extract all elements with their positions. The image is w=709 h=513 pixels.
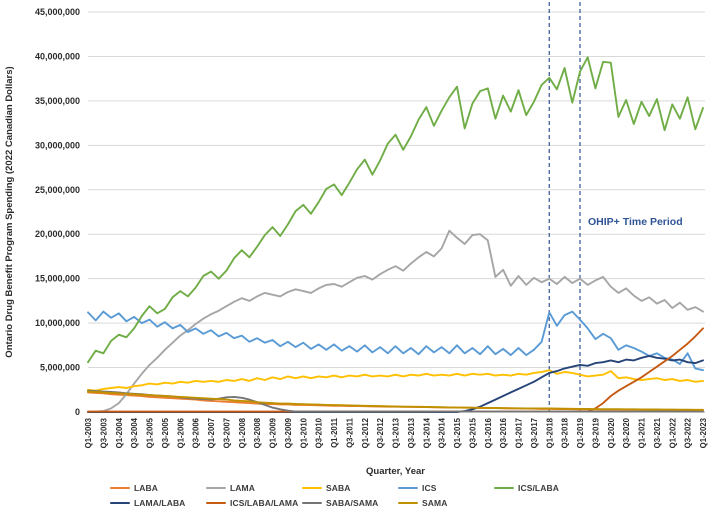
y-tick-label: 45,000,000	[35, 7, 80, 17]
x-tick-label: Q1-2020	[607, 417, 616, 448]
x-tick-label: Q1-2013	[392, 417, 401, 448]
legend-item-saba: SABA	[302, 482, 398, 494]
legend-label: ICS/LABA	[518, 483, 559, 493]
legend-swatch	[110, 501, 130, 505]
y-tick-label: 25,000,000	[35, 185, 80, 195]
x-tick-label: Q3-2017	[530, 418, 539, 448]
legend-swatch	[206, 501, 226, 505]
x-tick-label: Q3-2004	[130, 417, 139, 448]
legend-swatch	[398, 501, 418, 505]
x-tick-label: Q1-2007	[207, 418, 216, 448]
legend-label: LABA	[134, 483, 159, 493]
x-tick-label: Q3-2007	[222, 418, 231, 448]
series-line-ics	[87, 310, 704, 372]
x-tick-label: Q1-2009	[269, 417, 278, 448]
x-tick-label: Q3-2005	[161, 417, 170, 448]
x-tick-label: Q1-2018	[545, 417, 554, 448]
legend-item-sama: SAMA	[398, 497, 494, 509]
x-tick-label: Q1-2015	[453, 417, 462, 448]
legend-item-saba-sama: SABA/SAMA	[302, 497, 398, 509]
x-tick-label: Q1-2014	[422, 417, 431, 448]
x-tick-label: Q3-2012	[376, 417, 385, 448]
x-tick-label: Q3-2016	[499, 417, 508, 448]
legend-swatch	[110, 486, 130, 490]
legend-item-laba: LABA	[110, 482, 206, 494]
x-tick-label: Q1-2019	[576, 417, 585, 448]
legend-swatch	[494, 486, 514, 490]
x-tick-label: Q1-2010	[299, 417, 308, 448]
x-tick-label: Q3-2008	[253, 417, 262, 448]
legend-item-lama: LAMA	[206, 482, 302, 494]
y-tick-label: 0	[75, 407, 80, 417]
legend-label: LAMA	[230, 483, 255, 493]
x-tick-label: Q3-2009	[284, 417, 293, 448]
legend-item-ics-laba-lama: ICS/LABA/LAMA	[206, 497, 302, 509]
x-tick-label: Q1-2003	[84, 417, 93, 448]
series-line-lama	[87, 229, 704, 413]
legend-label: SABA	[326, 483, 351, 493]
x-tick-label: Q1-2016	[484, 417, 493, 448]
chart-canvas: 0 5,000,000 10,000,000 15,000,000 20,000,000…	[4, 2, 708, 477]
x-tick-label: Q1-2023	[699, 417, 708, 448]
x-tick-label: Q1-2021	[638, 417, 647, 448]
x-tick-label: Q3-2014	[438, 417, 447, 448]
legend-swatch	[302, 486, 322, 490]
series-line-sama	[87, 390, 704, 411]
legend-swatch	[206, 486, 226, 490]
x-tick-label: Q3-2020	[622, 417, 631, 448]
x-tick-label: Q3-2013	[407, 417, 416, 448]
legend-label: LAMA/LABA	[134, 498, 186, 508]
legend-label: SABA/SAMA	[326, 498, 379, 508]
legend-item-ics-laba: ICS/LABA	[494, 482, 590, 494]
y-tick-label: 15,000,000	[35, 274, 80, 284]
x-tick-label: Q1-2006	[176, 417, 185, 448]
legend-label: SAMA	[422, 498, 448, 508]
y-tick-label: 10,000,000	[35, 318, 80, 328]
x-tick-label: Q3-2010	[315, 417, 324, 448]
x-tick-label: Q3-2022	[684, 417, 693, 448]
y-tick-label: 30,000,000	[35, 140, 80, 150]
legend-swatch	[302, 501, 322, 505]
y-tick-label: 5,000,000	[40, 363, 80, 373]
legend-item-ics: ICS	[398, 482, 494, 494]
x-tick-label: Q3-2006	[192, 417, 201, 448]
y-tick-label: 40,000,000	[35, 51, 80, 61]
x-tick-label: Q1-2011	[330, 417, 339, 448]
x-tick-label: Q3-2021	[653, 417, 662, 448]
series-line-lama-laba	[87, 355, 704, 413]
chart-legend: LABA LAMA SABA ICS ICS/LABA LAMA/LABA ICS/LABA…	[110, 482, 590, 509]
legend-swatch	[398, 486, 418, 490]
series-line-ics-laba	[87, 56, 704, 364]
x-tick-label: Q1-2005	[146, 417, 155, 448]
x-tick-label: Q3-2015	[468, 417, 477, 448]
x-tick-label: Q3-2019	[591, 417, 600, 448]
x-tick-label: Q3-2011	[345, 417, 354, 448]
x-tick-label: Q1-2022	[668, 417, 677, 448]
legend-label: ICS/LABA/LAMA	[230, 498, 299, 508]
y-tick-label: 35,000,000	[35, 96, 80, 106]
x-tick-label: Q1-2008	[238, 417, 247, 448]
legend-label: ICS	[422, 483, 437, 493]
x-tick-label: Q3-2003	[99, 417, 108, 448]
ohip-annotation-label: OHIP+ Time Period	[588, 216, 683, 228]
series-line-saba	[87, 369, 704, 392]
x-axis-title: Quarter, Year	[366, 466, 425, 477]
y-tick-label: 20,000,000	[35, 229, 80, 239]
legend-item-lama-laba: LAMA/LABA	[110, 497, 206, 509]
x-tick-label: Q1-2004	[115, 417, 124, 448]
x-tick-label: Q3-2018	[561, 417, 570, 448]
x-tick-label: Q1-2012	[361, 417, 370, 448]
y-axis-title: Ontario Drug Benefit Program Spending (2…	[4, 66, 15, 357]
x-tick-label: Q1-2017	[515, 418, 524, 448]
